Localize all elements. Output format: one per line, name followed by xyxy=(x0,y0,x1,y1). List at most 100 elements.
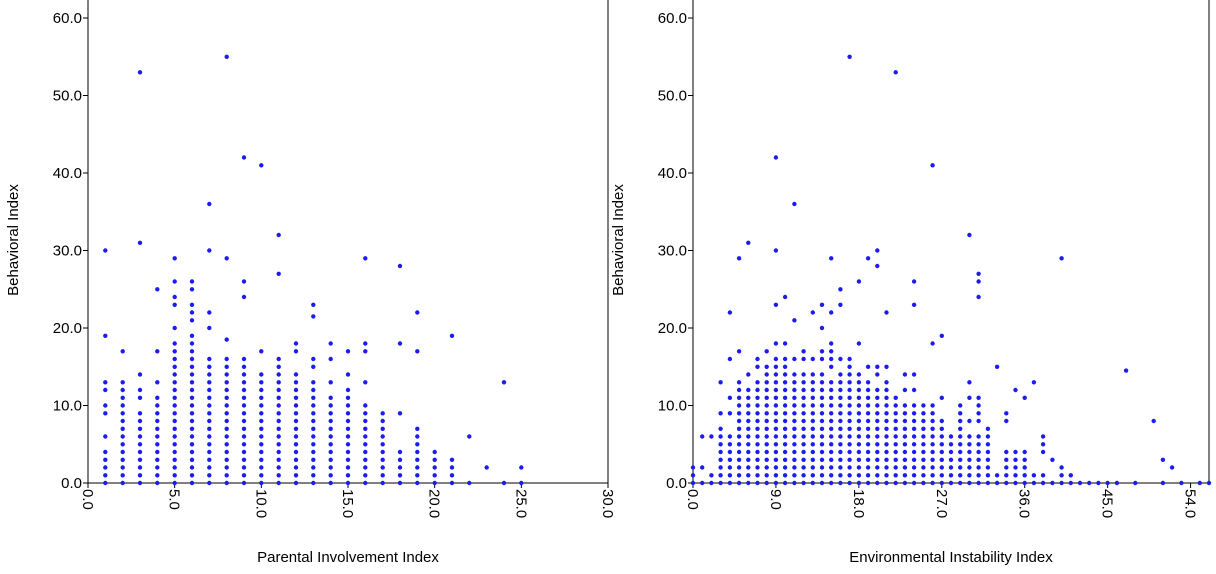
chart-1-data-point xyxy=(432,457,437,462)
chart-1-data-point xyxy=(189,418,195,424)
chart-1-data-point xyxy=(155,426,160,431)
chart-2-data-point xyxy=(930,465,935,470)
chart-2-data-point xyxy=(838,287,843,292)
chart-1-data-point xyxy=(293,349,299,354)
chart-2-data-point xyxy=(902,473,908,478)
chart-1-data-point xyxy=(345,449,351,455)
chart-2-data-point xyxy=(847,54,852,59)
chart-1-data-point xyxy=(137,418,143,424)
chart-2-data-point xyxy=(1123,368,1129,373)
chart-1-data-point xyxy=(467,434,472,439)
chart-2-data-point xyxy=(958,465,963,470)
chart-1-data-point xyxy=(311,387,316,393)
chart-2-data-point xyxy=(930,418,935,424)
chart-2-data-point xyxy=(773,372,779,377)
chart-1-data-point xyxy=(189,465,195,470)
chart-2-data-point xyxy=(718,442,723,447)
chart-2-data-point xyxy=(782,411,788,416)
chart-1-data-point xyxy=(293,480,299,486)
chart-2-x-tick-label: 27.0 xyxy=(933,489,950,518)
chart-1-data-point xyxy=(224,256,229,261)
chart-2-data-point xyxy=(958,449,963,455)
chart-1-data-point xyxy=(103,480,108,486)
chart-1-data-point xyxy=(241,457,247,462)
chart-1-data-point xyxy=(103,473,108,478)
chart-1-y-tick-label: 30.0 xyxy=(53,243,82,260)
chart-2-data-point xyxy=(893,434,898,439)
chart-2-data-point xyxy=(782,442,788,447)
chart-2-data-point xyxy=(958,426,963,431)
chart-2-data-point xyxy=(948,457,954,462)
chart-2-data-point xyxy=(801,442,806,447)
chart-2-data-point xyxy=(902,465,908,470)
chart-2-data-point xyxy=(902,442,908,447)
chart-1-data-point xyxy=(241,480,247,486)
chart-2-data-point xyxy=(847,387,852,393)
chart-2-data-point xyxy=(865,449,871,455)
chart-2-data-point xyxy=(819,380,825,385)
chart-2-data-point xyxy=(764,364,769,369)
chart-2-y-tick-label: 10.0 xyxy=(658,398,687,415)
chart-2-data-point xyxy=(847,372,852,377)
chart-2-data-point xyxy=(829,418,834,424)
chart-1-data-point xyxy=(172,325,177,331)
chart-2-data-point xyxy=(801,449,806,455)
chart-1-data-point xyxy=(189,434,195,439)
chart-1-data-point xyxy=(189,480,195,486)
chart-1-data-point xyxy=(259,442,264,447)
chart-1-x-tick-label: 15.0 xyxy=(339,489,356,518)
chart-2-y-tick-label: 30.0 xyxy=(658,243,687,260)
chart-2-data-point xyxy=(875,248,880,253)
chart-2-data-point xyxy=(911,411,917,416)
chart-1-data-point xyxy=(155,395,160,400)
chart-1-data-point xyxy=(137,387,143,393)
chart-2-data-point xyxy=(1004,449,1009,455)
chart-1-x-tick-label: 30.0 xyxy=(599,489,616,518)
chart-1-data-point xyxy=(103,380,108,385)
chart-2-data-point xyxy=(865,465,871,470)
chart-2-data-point xyxy=(893,395,898,400)
chart-1-data-point xyxy=(276,449,281,455)
chart-1-data-point xyxy=(137,457,143,462)
chart-2-data-point xyxy=(755,465,760,470)
chart-1-data-point xyxy=(328,380,333,385)
chart-2-data-point xyxy=(819,395,825,400)
chart-2-data-point xyxy=(792,442,797,447)
chart-2-data-point xyxy=(847,457,852,462)
chart-2-data-point xyxy=(948,473,954,478)
chart-2-data-point xyxy=(921,442,926,447)
chart-1-data-point xyxy=(328,411,333,416)
chart-2-data-point xyxy=(976,403,981,408)
chart-2-data-point xyxy=(829,457,834,462)
chart-2-data-point xyxy=(810,434,815,439)
chart-2-data-point xyxy=(884,380,889,385)
chart-2-data-point xyxy=(921,449,926,455)
chart-2-data-point xyxy=(1105,480,1110,486)
chart-2-data-point xyxy=(801,434,806,439)
chart-1-data-point xyxy=(207,411,212,416)
chart-2-data-point xyxy=(1059,465,1064,470)
chart-2-data-point xyxy=(856,480,862,486)
chart-1-data-point xyxy=(259,434,264,439)
chart-1-x-tick-label: 5.0 xyxy=(166,489,183,510)
chart-1-data-point xyxy=(397,263,403,269)
chart-2-data-point xyxy=(773,302,779,307)
chart-1-data-point xyxy=(155,480,160,486)
chart-1-data-point xyxy=(120,480,125,486)
chart-2-data-point xyxy=(847,442,852,447)
chart-2-data-point xyxy=(967,457,972,462)
chart-2-data-point xyxy=(1004,418,1009,424)
chart-2-data-point xyxy=(847,426,852,431)
chart-2-data-point xyxy=(911,457,917,462)
chart-1-data-point xyxy=(137,442,143,447)
chart-1-data-point xyxy=(155,418,160,424)
chart-1-data-point xyxy=(276,403,281,408)
chart-2-data-point xyxy=(1059,473,1064,478)
chart-2-data-point xyxy=(1004,473,1009,478)
chart-1-data-point xyxy=(207,442,212,447)
chart-2-data-point xyxy=(865,426,871,431)
chart-2-data-point xyxy=(810,395,815,400)
chart-2-data-point xyxy=(773,380,779,385)
chart-2-data-point xyxy=(746,457,751,462)
